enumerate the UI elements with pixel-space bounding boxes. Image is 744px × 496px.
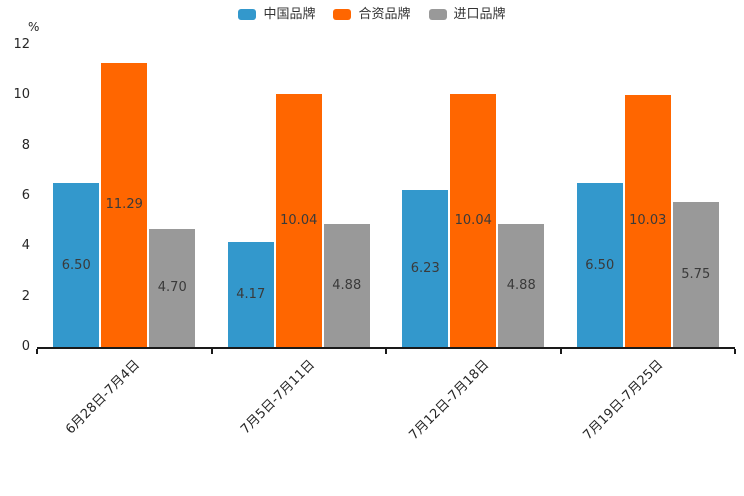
bar-进口品牌: 5.75 [672,202,719,347]
bar-value-label: 6.50 [61,257,91,273]
bar-value-label: 4.88 [506,278,536,294]
bar-进口品牌: 4.88 [323,224,370,347]
x-axis-line [37,347,735,349]
bar-value-label: 6.23 [410,261,440,277]
bar-合资品牌: 10.03 [624,94,671,347]
bar-value-label: 4.70 [157,280,187,296]
bar-value-label: 11.29 [105,197,143,213]
bar-value-label: 10.04 [280,213,318,229]
legend-item-合资品牌[interactable]: 合资品牌 [333,7,411,22]
bar-value-label: 4.17 [236,287,266,303]
x-axis-tick [559,349,562,354]
x-axis-category-label: 7月12日-7月18日 [406,357,493,444]
x-axis-category-label: 6月28日-7月4日 [63,357,144,438]
bar-value-label: 10.03 [629,213,667,229]
y-axis-tick-label: 2 [21,288,30,304]
legend-swatch-icon [238,9,257,20]
bar-合资品牌: 11.29 [101,62,148,347]
x-axis-tick [36,349,38,354]
bar-进口品牌: 4.70 [149,228,196,347]
legend-label: 中国品牌 [263,7,316,22]
bar-进口品牌: 4.88 [498,224,545,347]
bar-value-label: 10.04 [454,213,492,229]
bar-value-label: 4.88 [332,278,362,294]
legend-item-进口品牌[interactable]: 进口品牌 [428,7,506,22]
y-axis-tick-label: 10 [13,87,30,103]
bar-合资品牌: 10.04 [275,94,322,347]
legend-swatch-icon [333,9,352,20]
y-axis-tick-label: 8 [21,137,30,153]
x-axis-tick [385,349,387,354]
bar-value-label: 6.50 [585,257,615,273]
legend-item-中国品牌[interactable]: 中国品牌 [238,8,315,21]
y-axis-tick-label: 4 [21,238,30,254]
x-axis-category-label: 7月19日-7月25日 [580,357,667,444]
y-axis-tick-label: 6 [21,188,30,203]
legend-label: 合资品牌 [358,7,411,22]
bar-value-label: 5.75 [681,267,711,283]
bar-中国品牌: 6.23 [402,190,449,347]
legend-label: 进口品牌 [453,7,506,22]
chart-legend: 中国品牌 合资品牌 进口品牌 [0,8,744,21]
x-axis-tick [210,349,213,354]
bar-中国品牌: 6.50 [53,183,100,347]
y-axis-tick-label: 0 [21,339,30,354]
bar-合资品牌: 10.04 [450,94,497,347]
bar-中国品牌: 6.50 [576,183,623,347]
y-axis-tick-label: 12 [13,37,30,52]
bar-中国品牌: 4.17 [227,242,274,347]
x-axis-category-label: 7月5日-7月11日 [237,357,318,438]
legend-swatch-icon [428,9,447,20]
y-axis-unit-label: % [28,20,40,34]
x-axis-tick [734,349,736,354]
